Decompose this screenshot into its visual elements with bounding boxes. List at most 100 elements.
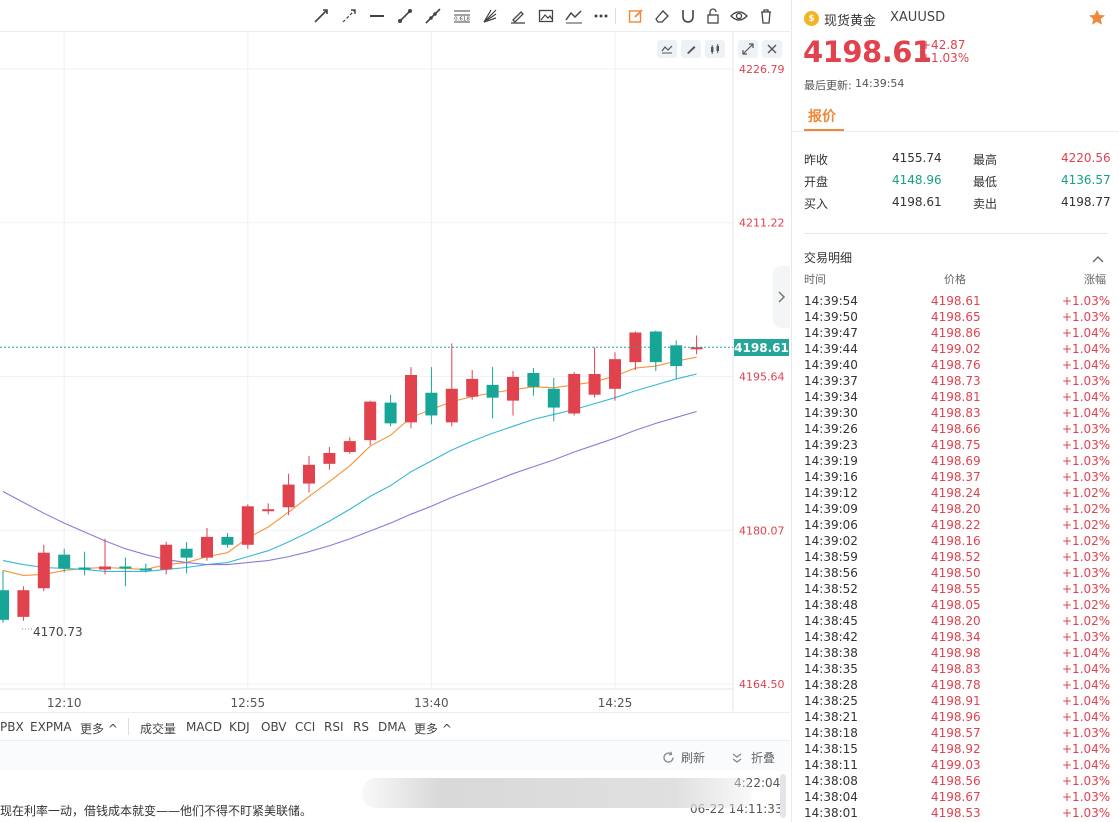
indicator-volume[interactable]: 成交量: [140, 722, 177, 736]
trade-row: 14:39:30 4198.83 +1.04%: [804, 406, 1110, 422]
trade-row: 14:38:25 4198.91 +1.04%: [804, 694, 1111, 710]
trade-change: +1.03%: [1062, 470, 1111, 484]
tab-quote[interactable]: 报价: [808, 109, 836, 125]
trade-price: 4198.20: [931, 502, 981, 516]
trade-row: 14:38:56 4198.50 +1.03%: [804, 566, 1110, 582]
gold-coin-icon: $: [804, 11, 819, 26]
indicator-kdj[interactable]: KDJ: [229, 720, 250, 734]
trade-row: 14:38:18 4198.57 +1.03%: [804, 726, 1110, 742]
segment-icon[interactable]: [394, 5, 416, 27]
trade-row: 14:38:01 4198.53 +1.03%: [804, 806, 1110, 822]
trade-time: 14:39:06: [804, 518, 858, 532]
trade-row: 14:38:15 4198.92 +1.04%: [804, 742, 1110, 758]
indicator-pbx[interactable]: PBX: [0, 720, 24, 734]
trash-icon[interactable]: [755, 5, 777, 27]
candle-body: [221, 536, 234, 545]
candle-body: [486, 384, 499, 398]
chart-area[interactable]: 4226.79 4211.22 4195.64 4180.07 4164.50 12:10…: [0, 31, 790, 711]
ma-line: [2, 410, 697, 566]
trade-change: +1.03%: [1062, 790, 1111, 804]
indicator-cci[interactable]: CCI: [295, 720, 316, 734]
candle-body: [180, 548, 193, 558]
brush-icon[interactable]: [507, 5, 529, 27]
low-label: 最低: [973, 175, 998, 189]
trade-row: 14:38:38 4198.98 +1.04%: [804, 646, 1110, 662]
indicator-more-main[interactable]: 更多 ^: [80, 722, 118, 736]
fullscreen-icon[interactable]: [738, 40, 758, 58]
candle-body: [547, 388, 560, 408]
trade-price: 4198.81: [931, 390, 981, 404]
trade-row: 14:39:09 4198.20 +1.02%: [804, 502, 1110, 518]
candle-body: [99, 566, 111, 570]
trade-row: 14:38:11 4199.03 +1.04%: [804, 758, 1110, 774]
trade-row: 14:38:48 4198.05 +1.02%: [804, 598, 1110, 614]
close-icon[interactable]: [762, 40, 782, 58]
prev-close-label: 昨收: [804, 153, 829, 167]
chart-draw-icon[interactable]: [681, 40, 701, 58]
trade-change: +1.04%: [1062, 358, 1111, 372]
indicator-more-sub[interactable]: 更多 ^: [414, 722, 452, 736]
low-annotation: 4170.73: [33, 625, 83, 639]
refresh-button[interactable]: 刷新: [662, 749, 705, 766]
trade-time: 14:39:47: [804, 326, 858, 340]
indicator-dma[interactable]: DMA: [378, 720, 406, 734]
indicator-obv[interactable]: OBV: [261, 720, 287, 734]
candle-type-icon[interactable]: [705, 40, 725, 58]
trade-time: 14:38:48: [804, 598, 858, 612]
bid-value: 4198.61: [892, 195, 942, 209]
trade-time: 14:39:16: [804, 470, 858, 484]
horizontal-line-icon[interactable]: [366, 5, 388, 27]
open-value: 4148.96: [892, 173, 942, 187]
trade-price: 4198.24: [931, 486, 981, 500]
current-price-tag: 4198.61: [734, 339, 789, 356]
candlestick-chart[interactable]: 4226.79 4211.22 4195.64 4180.07 4164.50 12:10…: [0, 31, 790, 711]
trade-time: 14:38:21: [804, 710, 858, 724]
tab-active-indicator: [804, 129, 844, 131]
trade-change: +1.03%: [1062, 422, 1111, 436]
magnet-icon[interactable]: [677, 5, 699, 27]
trade-price: 4198.56: [931, 774, 981, 788]
ray-icon[interactable]: [338, 5, 360, 27]
trade-row: 14:39:54 4198.61 +1.03%: [804, 294, 1110, 310]
polyline-icon[interactable]: [563, 5, 585, 27]
picture-icon[interactable]: [535, 5, 557, 27]
edit-icon[interactable]: [625, 5, 647, 27]
trade-price: 4198.20: [931, 614, 981, 628]
candle-body: [588, 373, 601, 395]
trade-change: +1.03%: [1062, 774, 1111, 788]
indicator-bar: PBX EXPMA 更多 ^ 成交量 MACD KDJ OBV CCI RSI …: [0, 712, 790, 740]
lock-icon[interactable]: [702, 5, 724, 27]
extended-line-icon[interactable]: [422, 5, 444, 27]
trade-time: 14:39:50: [804, 310, 858, 324]
news-header: 刷新 折叠: [0, 740, 790, 771]
trade-time: 14:39:23: [804, 438, 858, 452]
trade-row: 14:39:26 4198.66 +1.03%: [804, 422, 1111, 438]
chevron-up-icon[interactable]: [1092, 250, 1104, 269]
favorite-star-icon[interactable]: [1088, 9, 1106, 30]
eye-icon[interactable]: [728, 5, 750, 27]
trend-line-icon[interactable]: [310, 5, 332, 27]
trade-row: 14:39:37 4198.73 +1.03%: [804, 374, 1110, 390]
trade-change: +1.04%: [1062, 694, 1111, 708]
trade-time: 14:38:01: [804, 806, 858, 820]
chart-style-icon[interactable]: [657, 40, 677, 58]
indicator-macd[interactable]: MACD: [186, 720, 222, 734]
trade-time: 14:38:11: [804, 758, 858, 772]
ask-label: 卖出: [973, 197, 998, 211]
indicator-expma[interactable]: EXPMA: [30, 720, 72, 734]
indicator-rs[interactable]: RS: [353, 720, 369, 734]
trade-change: +1.04%: [1062, 326, 1111, 340]
ma-line: [2, 373, 697, 572]
indicator-divider: [128, 718, 129, 735]
trade-time: 14:39:30: [804, 406, 858, 420]
fibonacci-icon[interactable]: 0.618: [450, 5, 474, 27]
y-tick-label: 4226.79: [739, 63, 785, 76]
indicator-rsi[interactable]: RSI: [324, 720, 344, 734]
trade-row: 14:39:16 4198.37 +1.03%: [804, 470, 1111, 486]
expand-panel-button[interactable]: [773, 266, 790, 328]
news-scrollbar[interactable]: [780, 774, 786, 818]
more-tools-icon[interactable]: [590, 5, 612, 27]
gann-fan-icon[interactable]: [479, 5, 501, 27]
eraser-icon[interactable]: [651, 5, 673, 27]
collapse-button[interactable]: 折叠: [731, 749, 775, 766]
